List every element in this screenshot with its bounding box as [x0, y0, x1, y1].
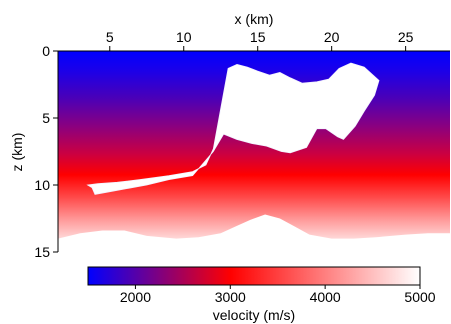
colorbar-tick-label: 4000	[310, 289, 341, 305]
x-axis-ticks: 5 10 15 20 25	[106, 29, 414, 51]
salt-body	[86, 62, 380, 195]
x-tick-label: 15	[250, 29, 266, 45]
colorbar: 2000 3000 4000 5000 velocity (m/s)	[87, 266, 436, 323]
y-tick-label: 0	[42, 43, 50, 59]
x-tick-label: 20	[324, 29, 340, 45]
y-tick-label: 15	[34, 244, 50, 260]
colorbar-tick-label: 3000	[215, 289, 246, 305]
colorbar-ticks: 2000 3000 4000 5000	[120, 285, 436, 305]
x-tick-label: 25	[398, 29, 414, 45]
y-tick-label: 10	[34, 177, 50, 193]
x-axis-title: x (km)	[235, 11, 274, 27]
plot-area	[57, 50, 450, 252]
colorbar-label: velocity (m/s)	[213, 307, 295, 323]
y-axis-title: z (km)	[9, 133, 25, 172]
colorbar-tick-label: 5000	[404, 289, 435, 305]
x-tick-label: 5	[106, 29, 114, 45]
colorbar-gradient	[87, 266, 421, 286]
x-tick-label: 10	[176, 29, 192, 45]
colorbar-tick-label: 2000	[120, 289, 151, 305]
y-tick-label: 5	[42, 110, 50, 126]
y-axis-ticks: 0 5 10 15	[34, 43, 58, 260]
